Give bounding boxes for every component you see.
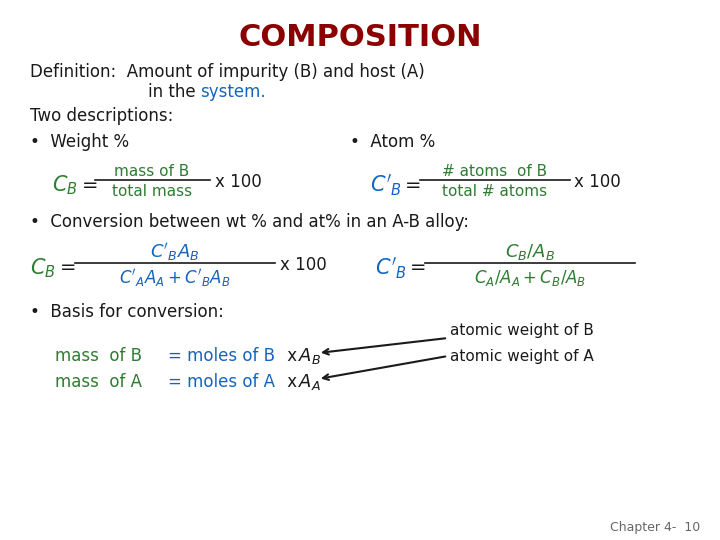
Text: $C_A/A_A + C_B/A_B$: $C_A/A_A + C_B/A_B$ — [474, 268, 586, 288]
Text: Definition:  Amount of impurity (B) and host (A): Definition: Amount of impurity (B) and h… — [30, 63, 425, 81]
Text: mass  of A: mass of A — [55, 373, 142, 391]
Text: total # atoms: total # atoms — [442, 185, 548, 199]
Text: •  Atom %: • Atom % — [350, 133, 436, 151]
Text: x 100: x 100 — [215, 173, 262, 191]
Text: $C_B/A_B$: $C_B/A_B$ — [505, 242, 555, 262]
Text: Two descriptions:: Two descriptions: — [30, 107, 174, 125]
Text: = moles of A: = moles of A — [168, 373, 275, 391]
Text: •  Weight %: • Weight % — [30, 133, 129, 151]
Text: in the: in the — [148, 83, 201, 101]
Text: system.: system. — [200, 83, 266, 101]
Text: •  Conversion between wt % and at% in an A-B alloy:: • Conversion between wt % and at% in an … — [30, 213, 469, 231]
Text: •  Basis for conversion:: • Basis for conversion: — [30, 303, 224, 321]
Text: $C'_AA_A + C'_BA_B$: $C'_AA_A + C'_BA_B$ — [120, 267, 230, 289]
Text: $A_A$: $A_A$ — [298, 372, 321, 392]
Text: atomic weight of A: atomic weight of A — [450, 348, 594, 363]
Text: =: = — [410, 259, 426, 278]
Text: $A_B$: $A_B$ — [298, 346, 321, 366]
Text: Chapter 4-  10: Chapter 4- 10 — [610, 522, 700, 535]
Text: total mass: total mass — [112, 185, 192, 199]
Text: COMPOSITION: COMPOSITION — [238, 24, 482, 52]
Text: $C'_B$: $C'_B$ — [370, 172, 402, 198]
Text: mass of B: mass of B — [114, 164, 189, 179]
Text: atomic weight of B: atomic weight of B — [450, 322, 594, 338]
Text: x: x — [282, 347, 302, 365]
Text: = moles of B: = moles of B — [168, 347, 275, 365]
Text: x: x — [282, 373, 302, 391]
Text: $C_B$: $C_B$ — [52, 173, 78, 197]
Text: =: = — [60, 259, 76, 278]
Text: x 100: x 100 — [574, 173, 621, 191]
Text: $C_B$: $C_B$ — [30, 256, 55, 280]
Text: # atoms  of B: # atoms of B — [442, 164, 548, 179]
Text: =: = — [405, 176, 421, 194]
Text: $C'_BA_B$: $C'_BA_B$ — [150, 241, 199, 263]
Text: $C'_B$: $C'_B$ — [375, 255, 407, 281]
Text: x 100: x 100 — [280, 256, 327, 274]
Text: mass  of B: mass of B — [55, 347, 142, 365]
Text: =: = — [82, 176, 99, 194]
